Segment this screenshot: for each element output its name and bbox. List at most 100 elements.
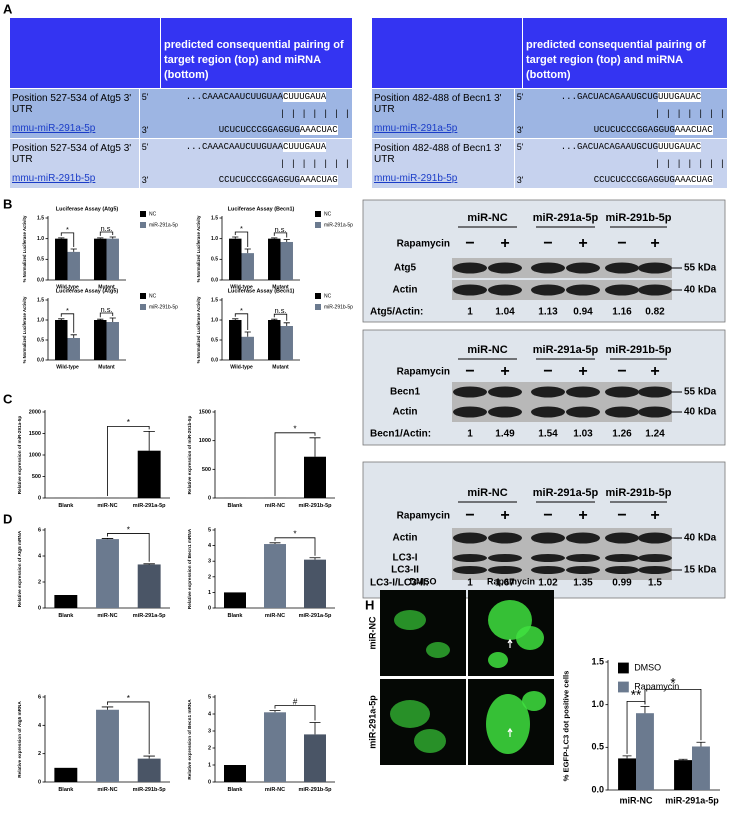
y-axis-label: Relative expression of Becn1 mRNA: [187, 699, 192, 780]
error-bar: [244, 248, 251, 254]
error-bar: [58, 318, 65, 320]
mirna-line: 3' UCUCUCCCGGAGGUG AAACUAC: [142, 125, 350, 135]
strand-end: 3': [141, 125, 149, 135]
panel-label: D: [3, 511, 12, 526]
y-tick-label: 0.0: [37, 277, 44, 283]
bar: [106, 238, 119, 280]
sequence-table: predicted consequential pairing of targe…: [372, 18, 727, 189]
error-bar: [271, 318, 278, 320]
y-tick-label: 5: [208, 694, 211, 700]
row-label: Becn1: [390, 387, 420, 398]
error-bar: [244, 331, 251, 337]
y-tick-label: 2: [208, 745, 211, 751]
blot-band: [638, 566, 672, 574]
significance-bracket: [234, 313, 249, 330]
bar: [54, 595, 78, 608]
bar: [264, 712, 286, 782]
blot-band: [638, 532, 672, 544]
blot-band: [566, 406, 600, 418]
header-cell: [10, 18, 161, 88]
blot-band: [638, 284, 672, 296]
target-sequence: ...GACUACAGAAUGCUG: [560, 92, 658, 102]
treatment-sign: +: [500, 235, 509, 252]
treatment-sign: +: [578, 363, 587, 380]
blot-band: [566, 532, 600, 544]
y-tick-label: 1000: [29, 452, 41, 458]
significance-bracket: [274, 432, 316, 496]
mirna-seed: AAACUAG: [674, 175, 713, 185]
group-label: miR-291a-5p: [533, 344, 599, 356]
bar: [636, 713, 654, 790]
y-axis-label: Relative expression of Becn1 mRNA: [187, 528, 192, 609]
y-tick-label: 1.5: [211, 297, 218, 303]
table-row: Position 527-534 of Atg5 3' UTR mmu-miR-2…: [10, 89, 352, 139]
label-cell: Position 527-534 of Atg5 3' UTR mmu-miR-2…: [10, 89, 140, 138]
mirna-link[interactable]: mmu-miR-291b-5p: [12, 173, 96, 184]
x-tick-label: miR-291a-5p: [133, 503, 166, 509]
mirna-sequence: UCUCUCCCGGAGGUG: [593, 125, 675, 135]
blot-band: [531, 532, 565, 544]
chart-title: Luciferase Assay (Becn1): [228, 206, 295, 212]
ratio-label: Atg5/Actin:: [370, 307, 423, 318]
bar: [674, 760, 692, 790]
y-tick-label: 5: [208, 527, 211, 533]
target-seed: UUUGAUAC: [658, 92, 702, 102]
panel-label: C: [3, 391, 13, 406]
ratio-value: 1.49: [495, 429, 515, 440]
bar: [241, 336, 254, 360]
image-column-label: Rapamycin: [487, 576, 535, 586]
mirna-link[interactable]: mmu-miR-291b-5p: [374, 173, 458, 184]
x-tick-label: Mutant: [272, 364, 289, 370]
bar: [229, 238, 242, 280]
pairing-cell: 5' ...CAAACAAUCUUGUAA CUUUGAUA | | | | | | …: [140, 89, 352, 138]
y-tick-label: 0.5: [211, 337, 218, 343]
table-header: predicted consequential pairing of targe…: [372, 18, 727, 89]
significance-bracket: [99, 231, 114, 236]
x-tick-label: miR-291b-5p: [133, 787, 167, 793]
pairing-cell: 5' ...GACUACAGAAUGCUG UUUGAUAC | | | | | | …: [515, 139, 727, 188]
error-bar: [70, 334, 77, 338]
pairing-bars: | | | | | | |: [279, 108, 350, 119]
significance-label: **: [631, 688, 642, 703]
blot-band: [531, 284, 565, 296]
blot-band: [488, 554, 522, 562]
y-tick-label: 3: [208, 728, 211, 734]
treatment-sign: −: [465, 507, 474, 524]
blot-band: [531, 554, 565, 562]
group-label: miR-291a-5p: [533, 487, 599, 499]
table-row: Position 527-534 of Atg5 3' UTR mmu-miR-2…: [10, 139, 352, 189]
error-bar: [622, 755, 632, 759]
x-tick-label: miR-NC: [620, 795, 653, 805]
error-bar: [101, 706, 114, 710]
treatment-sign: −: [617, 235, 626, 252]
error-bar: [143, 755, 155, 759]
target-line: 5' ...GACUACAGAAUGCUG UUUGAUAC: [517, 92, 725, 102]
mirna-link[interactable]: mmu-miR-291a-5p: [374, 123, 458, 134]
error-bar: [269, 710, 281, 713]
row-label: LC3-II: [391, 565, 419, 576]
significance-label: *: [293, 530, 297, 539]
pairing-bars: | | | | | | |: [654, 158, 725, 169]
size-marker: 40 kDa: [684, 407, 717, 418]
blot-band: [488, 406, 522, 418]
bar: [94, 238, 107, 280]
panel-label: A: [3, 1, 13, 16]
y-tick-label: 4: [38, 723, 42, 729]
y-tick-label: 1000: [199, 438, 211, 444]
blot-band: [605, 554, 639, 562]
y-tick-label: 0: [208, 605, 211, 611]
cell-fluorescence: [394, 610, 426, 630]
mirna-link[interactable]: mmu-miR-291a-5p: [12, 123, 96, 134]
bar: [304, 456, 326, 498]
mirna-sequence: CCUCUCCCGGAGGUG: [593, 175, 675, 185]
significance-bracket: [107, 701, 150, 755]
mirna-line: 3' CCUCUCCCGGAGGUG AAACUAG: [142, 175, 350, 185]
treatment-sign: +: [500, 363, 509, 380]
group-label: miR-NC: [467, 344, 507, 356]
bar: [55, 238, 68, 280]
bar: [618, 758, 636, 790]
ratio-value: 1: [467, 429, 473, 440]
x-tick-label: Wild-type: [230, 284, 253, 290]
arrow-marker: [507, 638, 513, 648]
treatment-label: Rapamycin: [397, 511, 450, 522]
